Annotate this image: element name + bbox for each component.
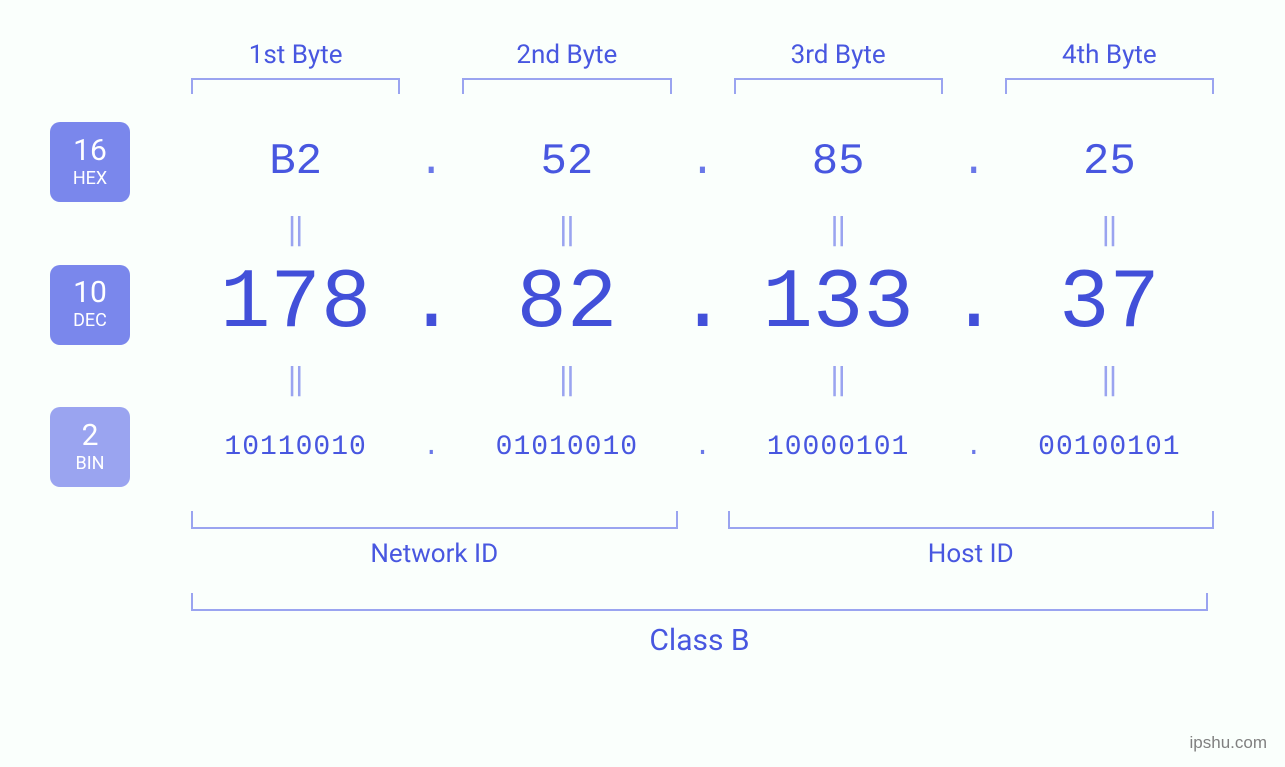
host-id-bracket: Host ID xyxy=(728,511,1215,569)
equals-row-2: ‖ ‖ ‖ ‖ xyxy=(185,362,1220,397)
hex-badge-label: HEX xyxy=(73,168,107,189)
network-id-bracket: Network ID xyxy=(191,511,678,569)
equals-icon: ‖ xyxy=(999,362,1220,397)
bin-values: 10110010 . 01010010 . 10000101 . 0010010… xyxy=(185,432,1220,463)
watermark: ipshu.com xyxy=(1190,733,1267,753)
dec-badge-num: 10 xyxy=(73,278,107,308)
hex-dot: . xyxy=(406,137,456,187)
dec-val-4: 37 xyxy=(999,257,1220,352)
hex-val-1: B2 xyxy=(185,137,406,187)
top-bracket-3 xyxy=(734,78,943,94)
bin-dot: . xyxy=(949,432,999,463)
bin-val-2: 01010010 xyxy=(456,432,677,463)
equals-icon: ‖ xyxy=(999,212,1220,247)
bin-badge-label: BIN xyxy=(76,453,105,474)
bin-val-4: 00100101 xyxy=(999,432,1220,463)
class-label: Class B xyxy=(185,611,1214,658)
hex-dot: . xyxy=(678,137,728,187)
equals-row-1: ‖ ‖ ‖ ‖ xyxy=(185,212,1220,247)
dec-val-2: 82 xyxy=(456,257,677,352)
byte-header-3: 3rd Byte xyxy=(728,40,949,78)
hex-val-3: 85 xyxy=(728,137,949,187)
byte-header-2: 2nd Byte xyxy=(456,40,677,78)
network-id-label: Network ID xyxy=(191,529,678,569)
dec-val-3: 133 xyxy=(728,257,949,352)
bin-badge-num: 2 xyxy=(82,421,99,451)
hex-val-4: 25 xyxy=(999,137,1220,187)
bin-badge: 2 BIN xyxy=(50,407,130,487)
hex-val-2: 52 xyxy=(456,137,677,187)
bin-val-1: 10110010 xyxy=(185,432,406,463)
bin-dot: . xyxy=(406,432,456,463)
hex-badge-num: 16 xyxy=(73,136,107,166)
hex-row: 16 HEX B2 . 52 . 85 . 25 xyxy=(50,122,1220,202)
dec-badge-label: DEC xyxy=(73,310,107,331)
ip-diagram: 1st Byte 2nd Byte 3rd Byte 4th Byte 16 H… xyxy=(50,40,1220,658)
hex-badge: 16 HEX xyxy=(50,122,130,202)
hex-dot: . xyxy=(949,137,999,187)
bin-val-3: 10000101 xyxy=(728,432,949,463)
top-bracket-row xyxy=(185,78,1220,94)
dec-badge: 10 DEC xyxy=(50,265,130,345)
equals-icon: ‖ xyxy=(728,362,949,397)
dec-row: 10 DEC 178 . 82 . 133 . 37 xyxy=(50,257,1220,352)
byte-header-4: 4th Byte xyxy=(999,40,1220,78)
equals-icon: ‖ xyxy=(185,212,406,247)
dec-values: 178 . 82 . 133 . 37 xyxy=(185,257,1220,352)
footer-group-brackets: Network ID Host ID xyxy=(185,511,1220,569)
equals-icon: ‖ xyxy=(728,212,949,247)
equals-icon: ‖ xyxy=(456,362,677,397)
dec-dot: . xyxy=(949,257,999,352)
byte-header-row: 1st Byte 2nd Byte 3rd Byte 4th Byte xyxy=(185,40,1220,78)
dec-dot: . xyxy=(678,257,728,352)
top-bracket-2 xyxy=(462,78,671,94)
top-bracket-1 xyxy=(191,78,400,94)
bin-dot: . xyxy=(678,432,728,463)
dec-val-1: 178 xyxy=(185,257,406,352)
hex-values: B2 . 52 . 85 . 25 xyxy=(185,137,1220,187)
top-bracket-4 xyxy=(1005,78,1214,94)
dec-dot: . xyxy=(406,257,456,352)
equals-icon: ‖ xyxy=(185,362,406,397)
equals-icon: ‖ xyxy=(456,212,677,247)
host-id-label: Host ID xyxy=(728,529,1215,569)
bin-row: 2 BIN 10110010 . 01010010 . 10000101 . 0… xyxy=(50,407,1220,487)
byte-header-1: 1st Byte xyxy=(185,40,406,78)
class-bracket: Class B xyxy=(185,593,1214,658)
